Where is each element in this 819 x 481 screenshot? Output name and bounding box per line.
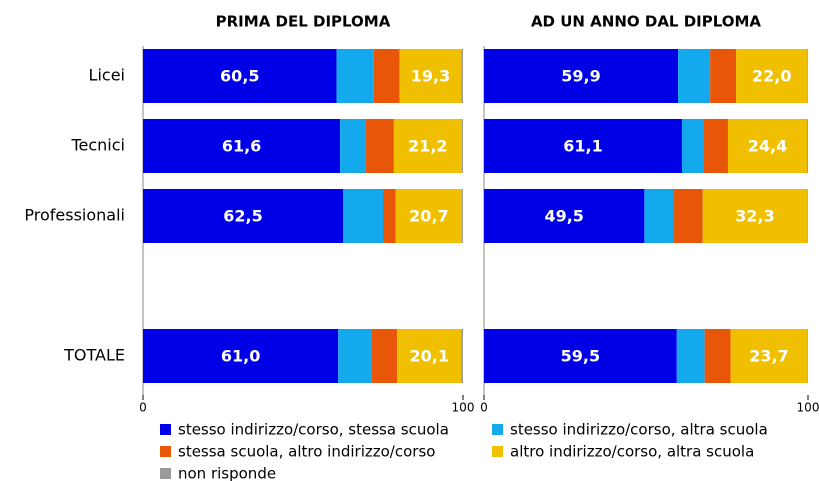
bar-segment [461, 329, 463, 383]
legend-swatch [160, 446, 171, 457]
bar-segment [343, 189, 383, 243]
bar-segment [676, 329, 705, 383]
bar-segment [461, 119, 463, 173]
bar-segment [807, 189, 808, 243]
value-label: 62,5 [223, 207, 262, 226]
bar-segment [807, 49, 808, 103]
bar-segment [399, 49, 462, 103]
value-label: 32,3 [735, 207, 774, 226]
bar-segment [397, 329, 462, 383]
bar-segment [366, 119, 394, 173]
bar-segment [143, 189, 343, 243]
x-tick-label: 100 [452, 401, 475, 415]
legend-swatch [492, 424, 503, 435]
legend-swatch [492, 446, 503, 457]
value-label: 61,1 [563, 137, 602, 156]
bar-segment [727, 119, 808, 173]
bar-segment [395, 189, 463, 243]
value-label: 21,2 [408, 137, 447, 156]
value-label: 20,1 [409, 347, 448, 366]
bar-segment [393, 119, 462, 173]
bar-segment [736, 49, 808, 103]
bar-segment [730, 329, 808, 383]
bar-segment [703, 119, 728, 173]
bar-segment [644, 189, 674, 243]
bar-segment [681, 119, 704, 173]
bar-segment [807, 329, 808, 383]
bar-segment [673, 189, 703, 243]
bar-segment [678, 49, 711, 103]
value-label: 61,0 [221, 347, 260, 366]
bar-segment [807, 119, 808, 173]
legend-label: stesso indirizzo/corso, stessa scuola [178, 421, 449, 439]
category-label: Licei [89, 66, 125, 85]
value-label: 19,3 [411, 67, 450, 86]
bar-segment [143, 329, 339, 383]
bar-segment [484, 49, 679, 103]
value-label: 22,0 [752, 67, 791, 86]
panel-title: AD UN ANNO DAL DIPLOMA [531, 13, 761, 31]
value-label: 61,6 [222, 137, 261, 156]
bar-segment [461, 49, 463, 103]
legend-label: stesso indirizzo/corso, altra scuola [510, 421, 768, 439]
value-label: 49,5 [544, 207, 583, 226]
bar-segment [371, 329, 398, 383]
x-tick-label: 0 [480, 401, 488, 415]
value-label: 24,4 [748, 137, 787, 156]
legend-swatch [160, 424, 171, 435]
bar-segment [143, 49, 337, 103]
category-label: TOTALE [63, 346, 125, 365]
value-label: 23,7 [749, 347, 788, 366]
value-label: 60,5 [220, 67, 259, 86]
category-label: Tecnici [70, 136, 125, 155]
panel-title: PRIMA DEL DIPLOMA [216, 13, 391, 31]
legend-label: altro indirizzo/corso, altra scuola [510, 443, 754, 461]
bar-segment [704, 329, 731, 383]
bar-segment [710, 49, 737, 103]
bar-segment [484, 119, 682, 173]
bar-segment [462, 189, 463, 243]
bar-segment [484, 189, 645, 243]
bar-segment [336, 49, 374, 103]
bar-segment [484, 329, 677, 383]
x-tick-label: 0 [139, 401, 147, 415]
bar-segment [383, 189, 396, 243]
x-tick-label: 100 [797, 401, 819, 415]
bar-segment [340, 119, 367, 173]
bar-segment [143, 119, 341, 173]
value-label: 59,5 [561, 347, 600, 366]
value-label: 59,9 [561, 67, 600, 86]
value-label: 20,7 [409, 207, 448, 226]
bar-segment [702, 189, 808, 243]
legend-label: stessa scuola, altro indirizzo/corso [178, 443, 435, 461]
bar-segment [373, 49, 400, 103]
legend-swatch [160, 468, 171, 479]
category-label: Professionali [24, 206, 125, 225]
legend-label: non risponde [178, 465, 276, 481]
bar-segment [338, 329, 372, 383]
